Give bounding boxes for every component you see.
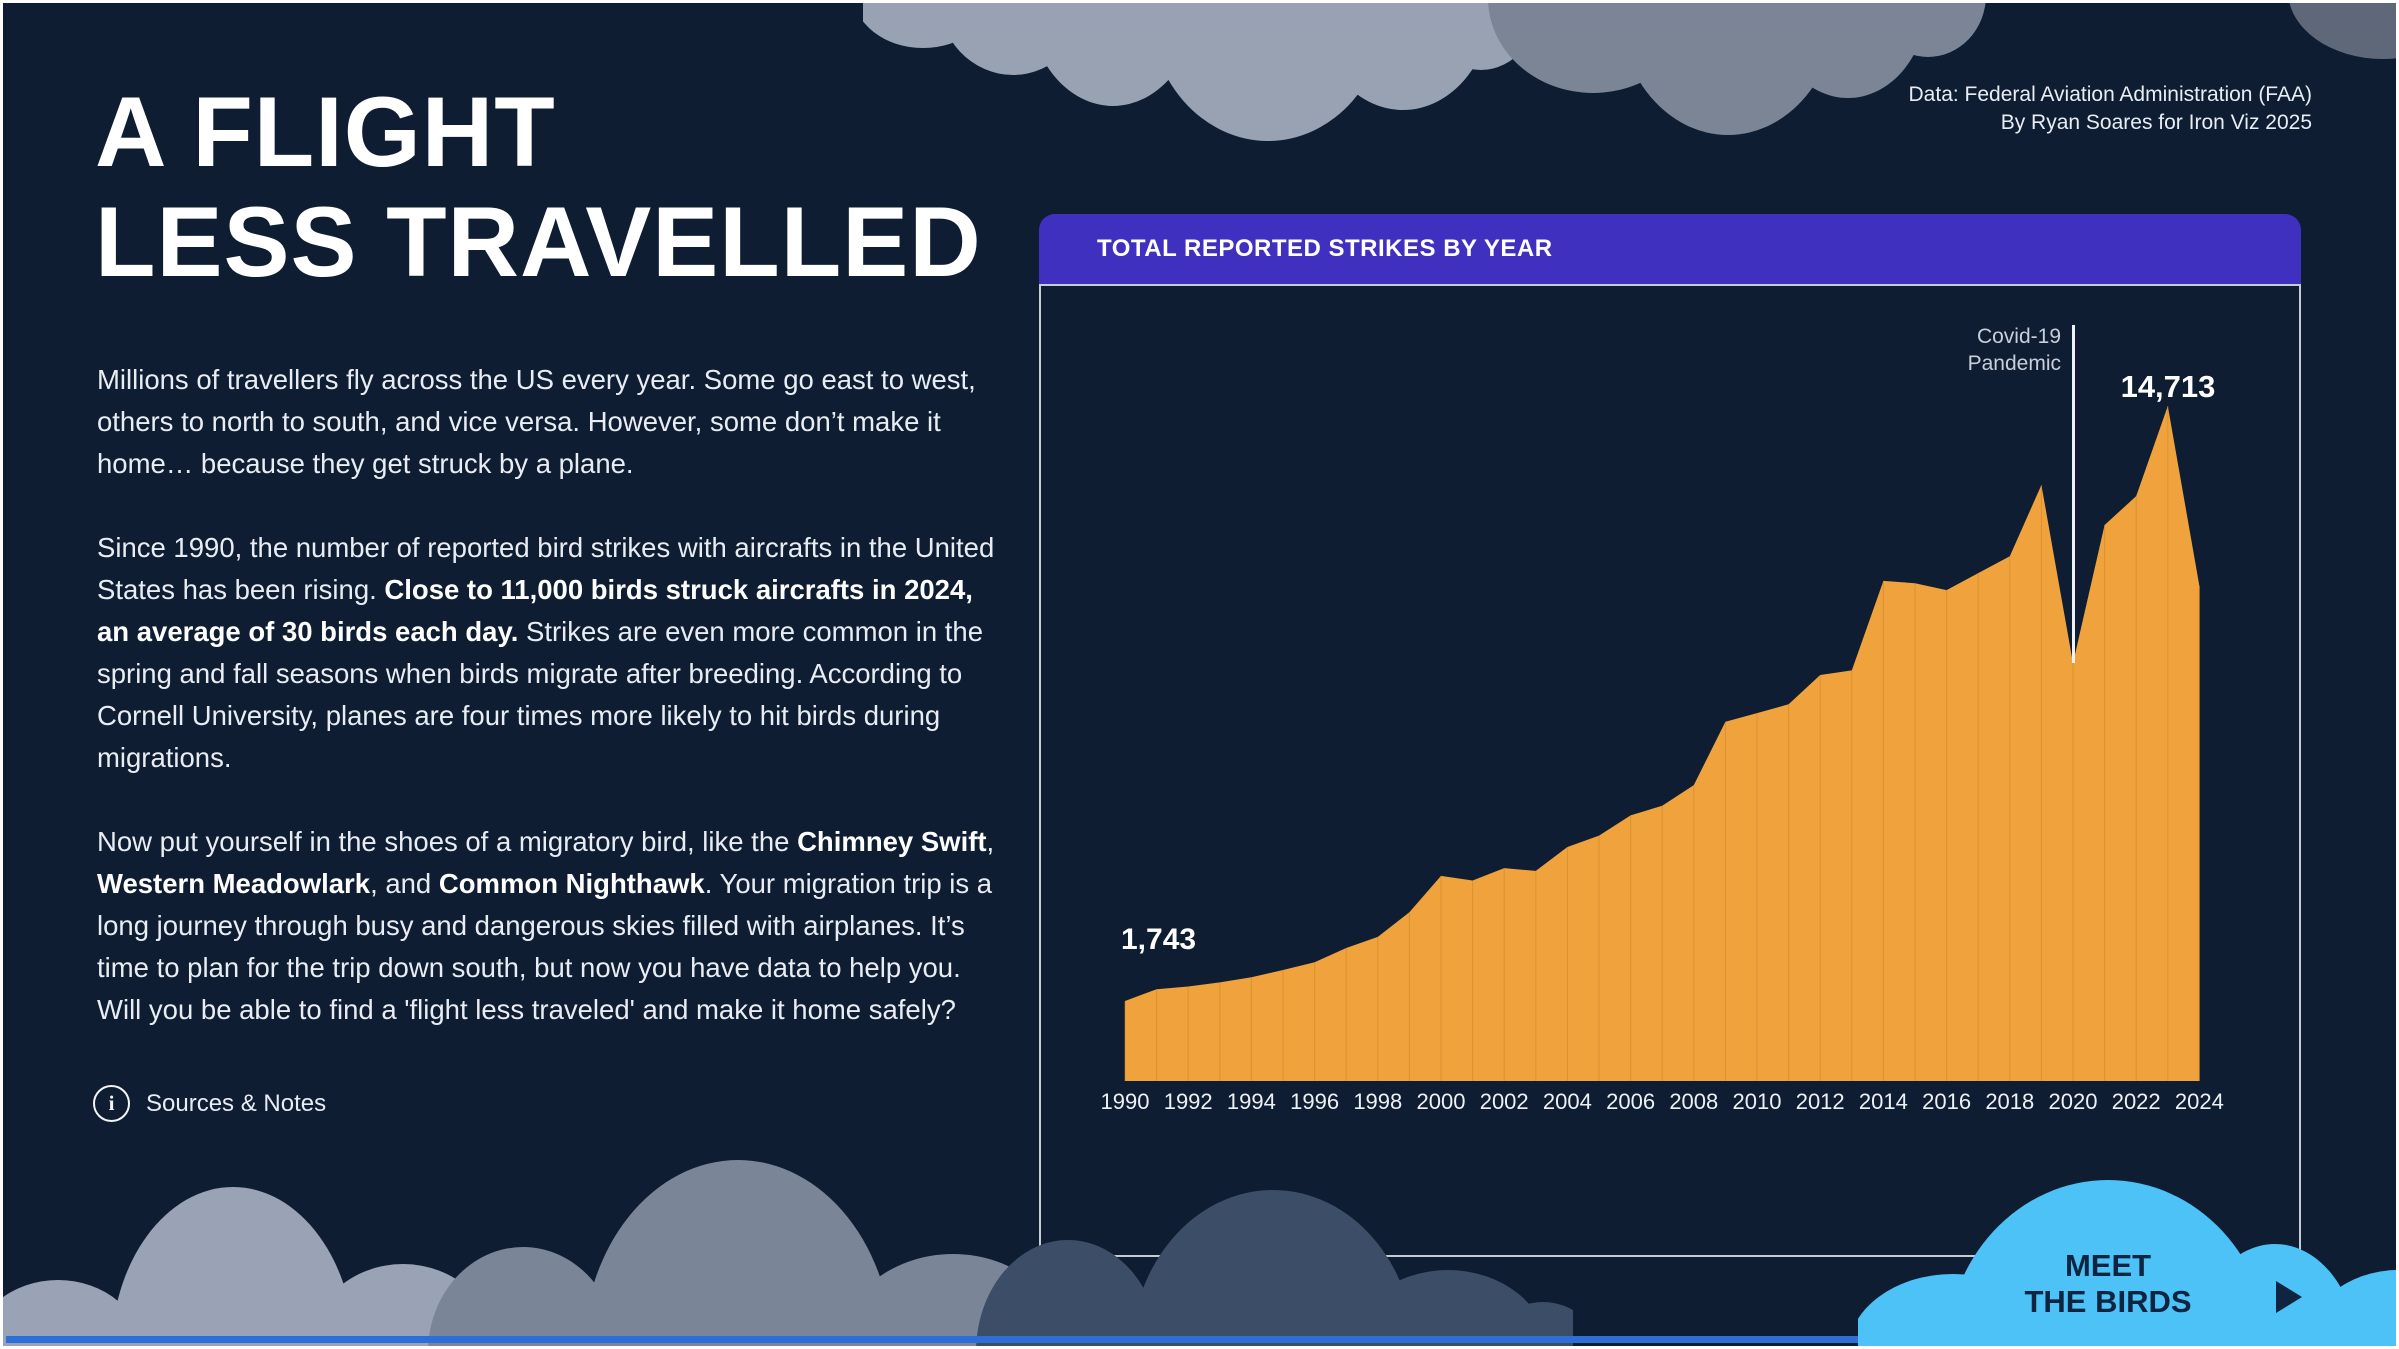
attribution: Data: Federal Aviation Administration (F… <box>1909 81 2312 137</box>
attribution-line-1: Data: Federal Aviation Administration (F… <box>1908 83 2312 106</box>
peak-value-label: 14,713 <box>2120 369 2216 404</box>
meet-the-birds-button[interactable]: MEET THE BIRDS <box>1858 1153 2396 1346</box>
x-tick: 2010 <box>1732 1089 1782 1114</box>
covid-reference-line <box>2072 325 2075 663</box>
intro-paragraph: Since 1990, the number of reported bird … <box>97 531 995 773</box>
sources-label: Sources & Notes <box>146 1089 327 1117</box>
play-arrow-icon <box>2276 1281 2302 1313</box>
info-icon: i <box>93 1085 130 1122</box>
x-tick: 2020 <box>2048 1089 2098 1114</box>
page-title: A FLIGHT LESS TRAVELLED <box>95 77 982 297</box>
top-clouds-icon <box>863 3 2396 141</box>
chart-title: TOTAL REPORTED STRIKES BY YEAR <box>1097 235 1553 262</box>
bottom-clouds-icon <box>3 1160 1573 1346</box>
x-tick: 2012 <box>1795 1089 1845 1114</box>
x-tick: 2004 <box>1542 1089 1592 1114</box>
intro-paragraph: Millions of travellers fly across the US… <box>97 363 976 479</box>
cta-label-line-2: THE BIRDS <box>2024 1284 2192 1319</box>
x-tick: 2000 <box>1416 1089 1466 1114</box>
x-tick: 1996 <box>1290 1089 1340 1114</box>
cta-label: MEET THE BIRDS <box>1988 1248 2228 1320</box>
x-tick: 2024 <box>2174 1089 2224 1114</box>
x-tick: 2022 <box>2111 1089 2161 1114</box>
x-tick: 2014 <box>1858 1089 1908 1114</box>
x-tick: 1990 <box>1100 1089 1150 1114</box>
chart-header: TOTAL REPORTED STRIKES BY YEAR <box>1039 214 2301 284</box>
covid-annotation-line-2: Pandemic <box>1967 352 2061 375</box>
x-tick: 2008 <box>1669 1089 1719 1114</box>
x-tick: 1994 <box>1226 1089 1276 1114</box>
intro-paragraph: Now put yourself in the shoes of a migra… <box>97 825 995 1025</box>
start-value-label: 1,743 <box>1121 923 1197 956</box>
bottom-strip <box>6 1336 2393 1343</box>
title-line-2: LESS TRAVELLED <box>95 186 982 297</box>
covid-annotation-line-1: Covid-19 <box>1976 325 2061 348</box>
x-tick: 2018 <box>1985 1089 2035 1114</box>
cta-label-line-1: MEET <box>2064 1248 2152 1283</box>
title-line-1: A FLIGHT <box>95 76 556 187</box>
area-chart[interactable] <box>1093 303 2299 1081</box>
x-tick: 2002 <box>1479 1089 1529 1114</box>
sources-notes-button[interactable]: i Sources & Notes <box>93 1085 326 1122</box>
x-tick: 1992 <box>1163 1089 1213 1114</box>
x-tick: 2016 <box>1922 1089 1972 1114</box>
cta-cloud-icon <box>1858 1180 2396 1346</box>
x-tick: 1998 <box>1353 1089 1403 1114</box>
attribution-line-2: By Ryan Soares for Iron Viz 2025 <box>2000 111 2312 134</box>
chart-panel <box>1039 284 2301 1257</box>
covid-annotation: Covid-19 Pandemic <box>1871 323 2061 377</box>
x-tick: 2006 <box>1606 1089 1656 1114</box>
